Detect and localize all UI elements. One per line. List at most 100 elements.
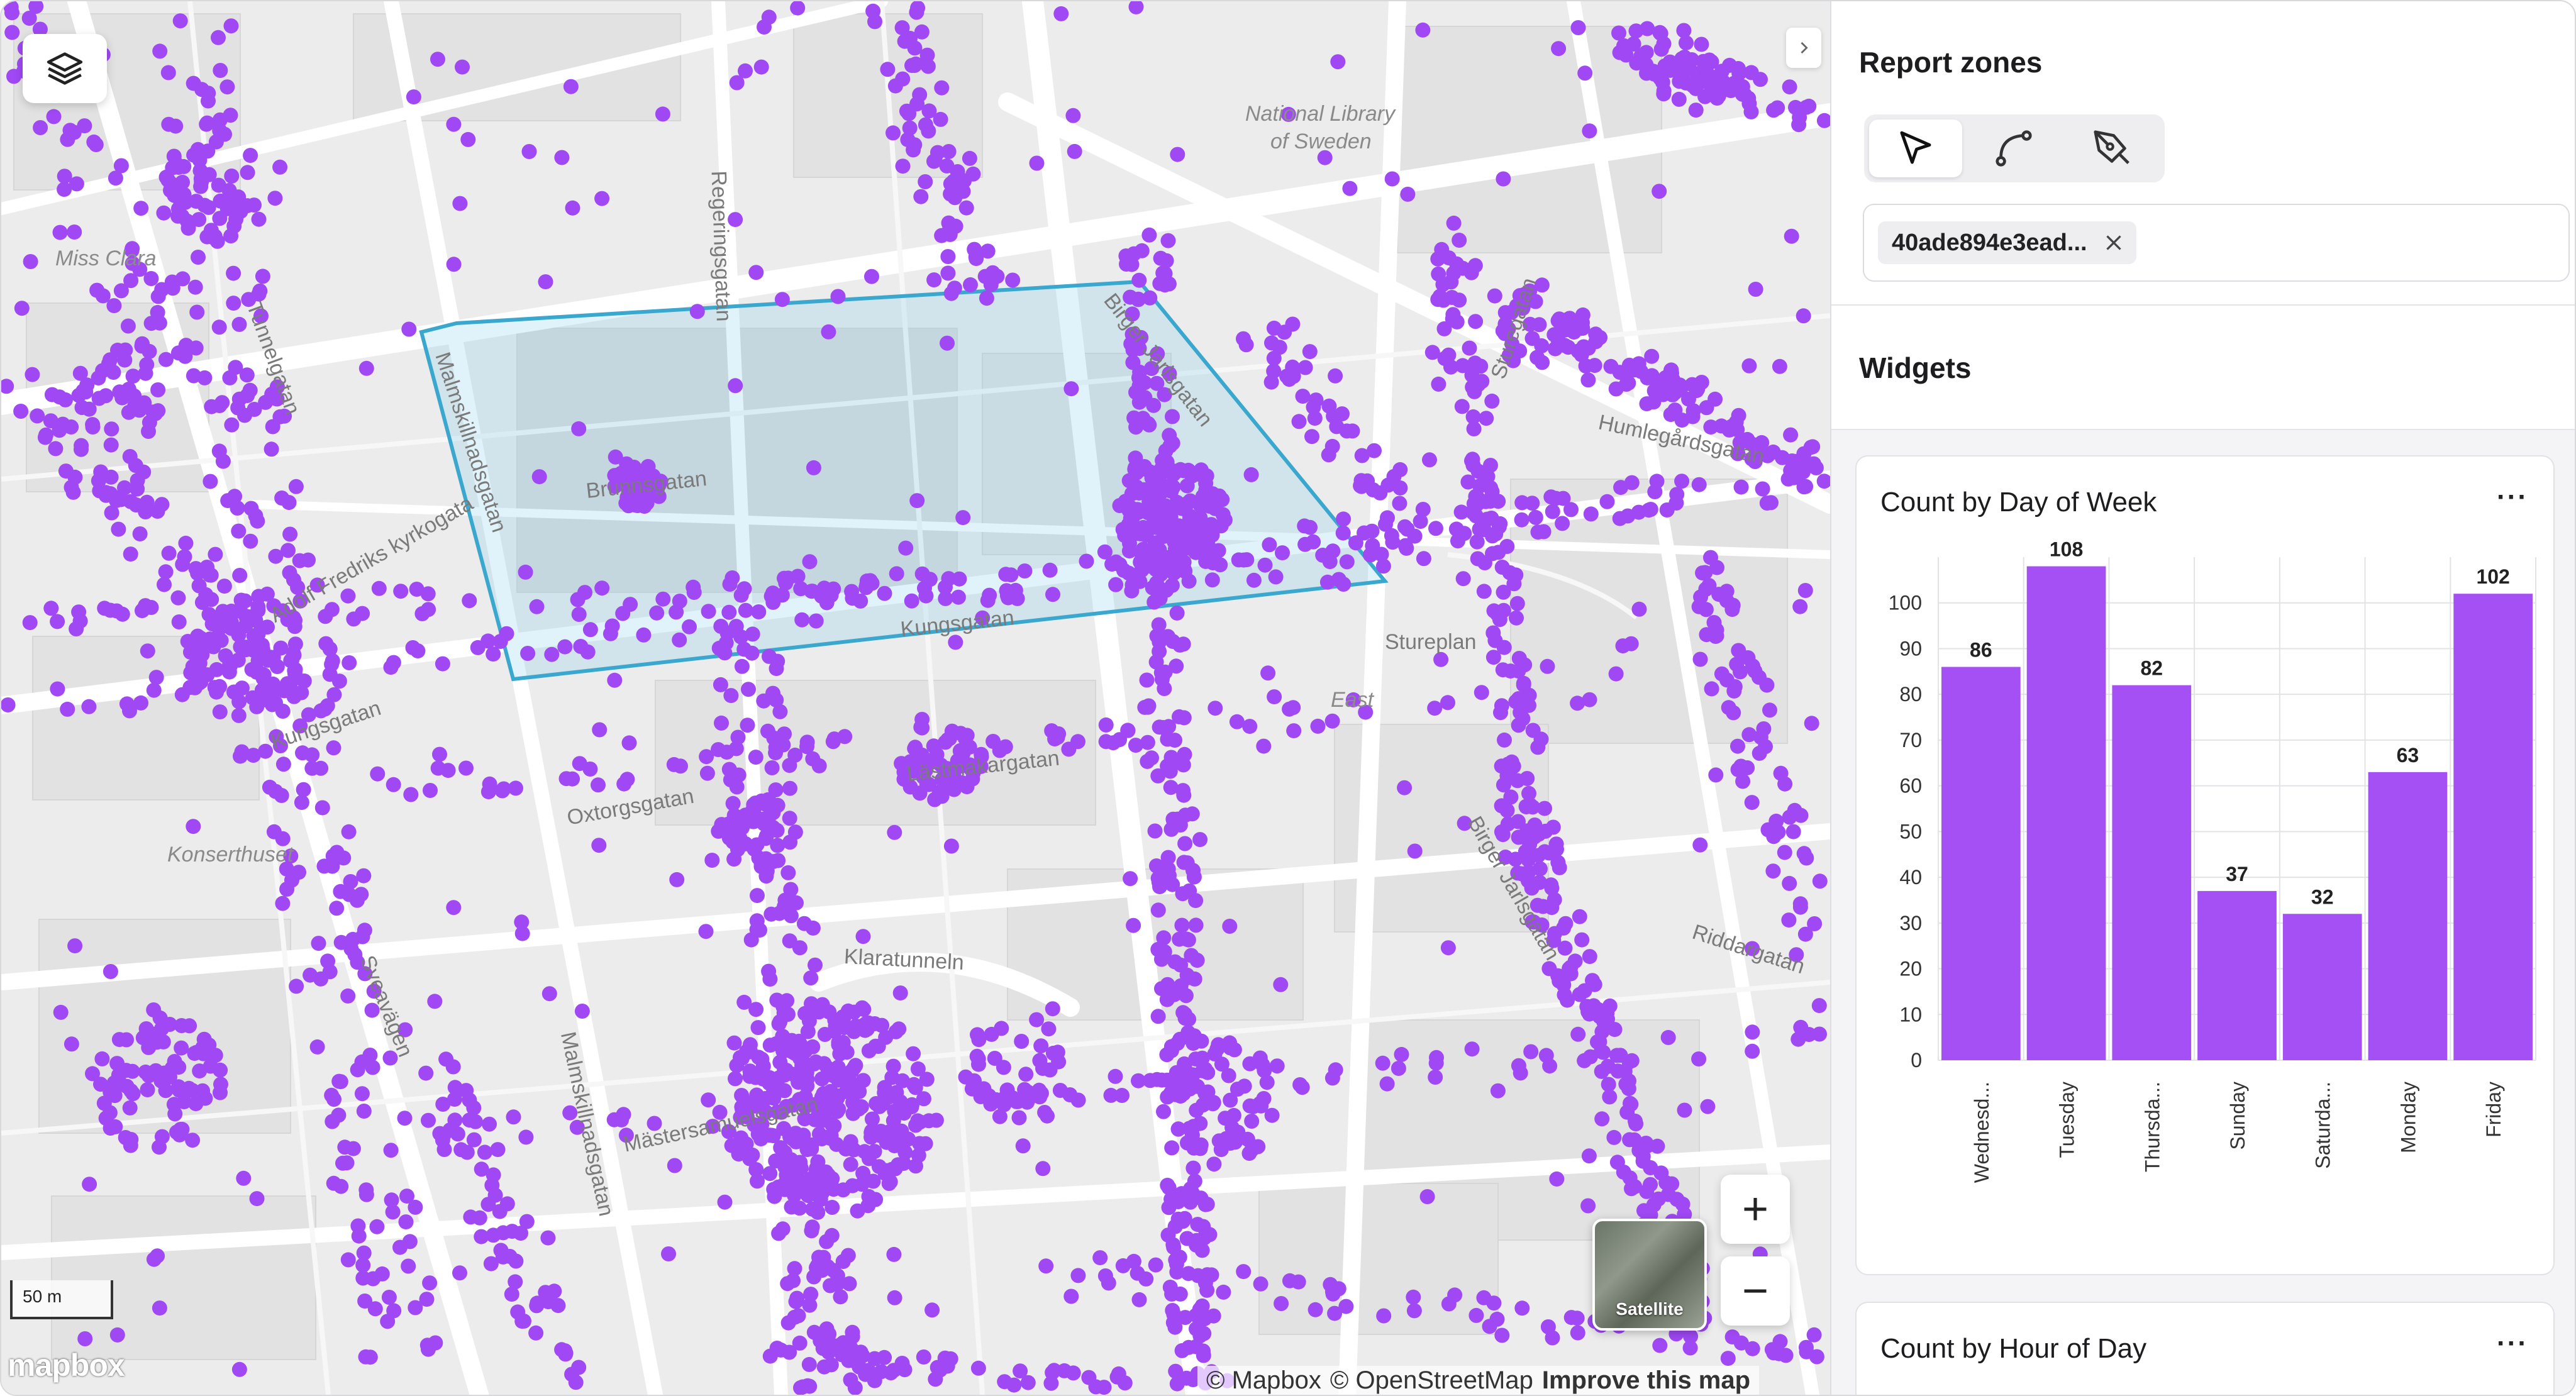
- map-point[interactable]: [349, 892, 365, 908]
- map-point[interactable]: [185, 1133, 201, 1148]
- map-point[interactable]: [1662, 369, 1678, 385]
- map-point[interactable]: [124, 243, 140, 258]
- map-point[interactable]: [1682, 1340, 1698, 1356]
- map-point[interactable]: [113, 283, 129, 299]
- map-point[interactable]: [808, 957, 823, 973]
- map-point[interactable]: [943, 285, 959, 301]
- map-point[interactable]: [154, 497, 170, 512]
- map-point[interactable]: [1551, 41, 1567, 57]
- map-point[interactable]: [1199, 1282, 1215, 1298]
- map-point[interactable]: [952, 571, 967, 587]
- map-point[interactable]: [1196, 1230, 1212, 1246]
- map-point[interactable]: [1033, 1038, 1049, 1054]
- map-point[interactable]: [1643, 1160, 1658, 1175]
- map-point[interactable]: [672, 632, 687, 648]
- map-point[interactable]: [1156, 557, 1172, 573]
- map-point[interactable]: [1721, 700, 1736, 716]
- map-point[interactable]: [95, 288, 111, 304]
- map-point[interactable]: [1474, 685, 1489, 701]
- map-point[interactable]: [508, 780, 523, 796]
- map-point[interactable]: [1108, 577, 1124, 592]
- map-point[interactable]: [895, 158, 911, 174]
- map-point[interactable]: [1548, 490, 1563, 506]
- map-point[interactable]: [1204, 572, 1220, 588]
- map-point[interactable]: [868, 1192, 884, 1207]
- map-point[interactable]: [1726, 683, 1742, 699]
- map-point[interactable]: [1379, 1076, 1395, 1092]
- map-point[interactable]: [886, 1058, 901, 1074]
- map-point[interactable]: [550, 1298, 566, 1314]
- map-point[interactable]: [1433, 651, 1449, 667]
- map-point[interactable]: [1582, 949, 1597, 965]
- map-point[interactable]: [918, 1136, 933, 1151]
- map-point[interactable]: [295, 745, 310, 761]
- map-point[interactable]: [13, 404, 29, 419]
- map-point[interactable]: [1, 379, 14, 394]
- map-point[interactable]: [106, 298, 122, 314]
- map-point[interactable]: [255, 269, 270, 284]
- map-point[interactable]: [918, 174, 933, 189]
- map-point[interactable]: [785, 1097, 801, 1113]
- map-point[interactable]: [568, 1375, 584, 1390]
- map-point[interactable]: [758, 831, 774, 846]
- map-point[interactable]: [831, 1088, 846, 1104]
- map-point[interactable]: [1192, 832, 1208, 848]
- map-point[interactable]: [1543, 877, 1559, 893]
- map-point[interactable]: [122, 1100, 138, 1116]
- map-point[interactable]: [1792, 599, 1808, 614]
- map-point[interactable]: [867, 1351, 882, 1366]
- map-point[interactable]: [811, 1126, 827, 1142]
- map-point[interactable]: [406, 89, 421, 105]
- map-point[interactable]: [1796, 479, 1812, 495]
- map-point[interactable]: [1163, 821, 1179, 837]
- map-point[interactable]: [1065, 108, 1081, 123]
- map-point[interactable]: [1179, 518, 1194, 534]
- chart-bar[interactable]: [2282, 914, 2362, 1060]
- map-point[interactable]: [1331, 1281, 1346, 1297]
- map-point[interactable]: [1302, 344, 1318, 360]
- map-point[interactable]: [1187, 1173, 1202, 1189]
- map-point[interactable]: [1175, 636, 1191, 652]
- map-point[interactable]: [1520, 873, 1536, 889]
- map-point[interactable]: [883, 1365, 899, 1381]
- map-point[interactable]: [762, 1166, 778, 1182]
- map-point[interactable]: [150, 289, 166, 304]
- map-point[interactable]: [531, 469, 547, 485]
- map-point[interactable]: [1804, 457, 1820, 473]
- map-point[interactable]: [386, 1303, 402, 1319]
- map-point[interactable]: [1140, 734, 1155, 750]
- map-point[interactable]: [1711, 88, 1726, 104]
- map-point[interactable]: [462, 593, 477, 609]
- map-point[interactable]: [851, 1101, 867, 1117]
- map-point[interactable]: [122, 449, 138, 464]
- map-point[interactable]: [833, 1337, 848, 1353]
- map-point[interactable]: [296, 782, 311, 797]
- map-point[interactable]: [1497, 305, 1513, 321]
- map-point[interactable]: [199, 115, 215, 131]
- map-point[interactable]: [1154, 478, 1170, 494]
- map-point[interactable]: [980, 592, 996, 608]
- map-point[interactable]: [219, 79, 235, 95]
- map-point[interactable]: [794, 612, 810, 628]
- map-point[interactable]: [138, 1064, 153, 1080]
- map-point[interactable]: [1246, 572, 1262, 588]
- map-point[interactable]: [1665, 387, 1680, 402]
- map-point[interactable]: [1514, 512, 1530, 528]
- map-point[interactable]: [1709, 560, 1724, 575]
- map-point[interactable]: [150, 382, 166, 397]
- map-point[interactable]: [799, 1065, 814, 1080]
- map-point[interactable]: [146, 682, 162, 698]
- map-point[interactable]: [231, 523, 247, 539]
- map-point[interactable]: [1163, 1043, 1179, 1058]
- map-point[interactable]: [1363, 547, 1378, 563]
- map-point[interactable]: [1174, 1343, 1190, 1358]
- map-point[interactable]: [894, 1123, 909, 1139]
- map-point[interactable]: [231, 1361, 247, 1377]
- map-point[interactable]: [1174, 1186, 1189, 1202]
- map-point[interactable]: [1649, 474, 1665, 489]
- map-point[interactable]: [1619, 1104, 1635, 1120]
- map-point[interactable]: [1691, 1051, 1707, 1066]
- map-point[interactable]: [364, 1002, 380, 1018]
- map-point[interactable]: [824, 1200, 840, 1215]
- map-point[interactable]: [350, 1062, 365, 1078]
